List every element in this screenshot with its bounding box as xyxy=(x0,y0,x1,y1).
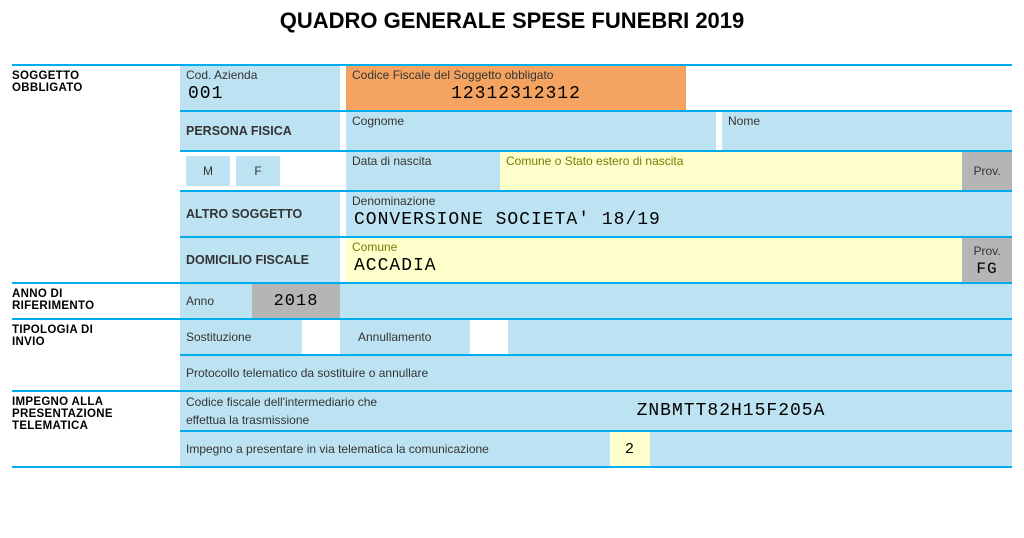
cf-label: Codice Fiscale del Soggetto obbligato xyxy=(346,66,686,84)
section-anno-heading: ANNO DI RIFERIMENTO xyxy=(12,284,180,318)
cf-interm-label-l2: effettua la trasmissione xyxy=(180,411,450,429)
protocollo-label: Protocollo telematico da sostituire o an… xyxy=(180,364,434,382)
prov-domicilio-label: Prov. xyxy=(962,242,1012,260)
cognome-label: Cognome xyxy=(346,112,716,130)
data-nascita-label: Data di nascita xyxy=(346,152,500,170)
anno-value[interactable]: 2018 xyxy=(274,292,319,311)
sostituzione-box[interactable] xyxy=(302,320,340,354)
prov-domicilio-value[interactable]: FG xyxy=(962,260,1012,278)
form-area: SOGGETTO OBBLIGATO Cod. Azienda 001 Codi… xyxy=(12,64,1012,468)
comune-nascita-label: Comune o Stato estero di nascita xyxy=(500,152,962,170)
denominazione-label: Denominazione xyxy=(346,192,1012,210)
persona-fisica-label: PERSONA FISICA xyxy=(180,122,298,140)
cod-azienda-value: 001 xyxy=(180,84,340,104)
impegno-present-label: Impegno a presentare in via telematica l… xyxy=(180,440,495,458)
altro-soggetto-label: ALTRO SOGGETTO xyxy=(180,205,308,223)
m-label[interactable]: M xyxy=(197,162,219,180)
cf-interm-label-l1: Codice fiscale dell'intermediario che xyxy=(180,393,450,411)
section-impegno-heading-l2: PRESENTAZIONE xyxy=(12,408,174,420)
comune-domicilio-label: Comune xyxy=(346,238,962,256)
page-title: QUADRO GENERALE SPESE FUNEBRI 2019 xyxy=(12,8,1012,34)
cf-interm-value[interactable]: ZNBMTT82H15F205A xyxy=(629,401,834,421)
section-anno-heading-l1: ANNO DI xyxy=(12,288,174,300)
nome-label: Nome xyxy=(722,112,1012,130)
section-impegno-heading: IMPEGNO ALLA PRESENTAZIONE TELEMATICA xyxy=(12,392,180,466)
section-soggetto-heading: SOGGETTO OBBLIGATO xyxy=(12,66,180,282)
annullamento-box[interactable] xyxy=(470,320,508,354)
section-tipologia-heading-l2: INVIO xyxy=(12,336,174,348)
prov-nascita-label: Prov. xyxy=(962,162,1012,180)
cf-value[interactable]: 12312312312 xyxy=(346,84,686,104)
section-impegno-heading-l1: IMPEGNO ALLA xyxy=(12,396,174,408)
cod-azienda-label: Cod. Azienda xyxy=(180,66,340,84)
section-soggetto-heading-l2: OBBLIGATO xyxy=(12,82,174,94)
annullamento-label: Annullamento xyxy=(352,328,437,346)
denominazione-value[interactable]: CONVERSIONE SOCIETA' 18/19 xyxy=(346,210,1012,230)
section-tipologia-heading-l1: TIPOLOGIA DI xyxy=(12,324,174,336)
f-label[interactable]: F xyxy=(248,162,267,180)
section-tipologia-heading: TIPOLOGIA DI INVIO xyxy=(12,320,180,390)
section-impegno-heading-l3: TELEMATICA xyxy=(12,420,174,432)
protocollo-value[interactable] xyxy=(480,356,1012,390)
section-anno-heading-l2: RIFERIMENTO xyxy=(12,300,174,312)
sostituzione-label: Sostituzione xyxy=(180,328,257,346)
anno-label: Anno xyxy=(180,292,220,310)
impegno-present-value[interactable]: 2 xyxy=(625,441,635,458)
comune-domicilio-value[interactable]: ACCADIA xyxy=(346,256,962,276)
section-soggetto-heading-l1: SOGGETTO xyxy=(12,70,174,82)
domicilio-label: DOMICILIO FISCALE xyxy=(180,251,315,269)
